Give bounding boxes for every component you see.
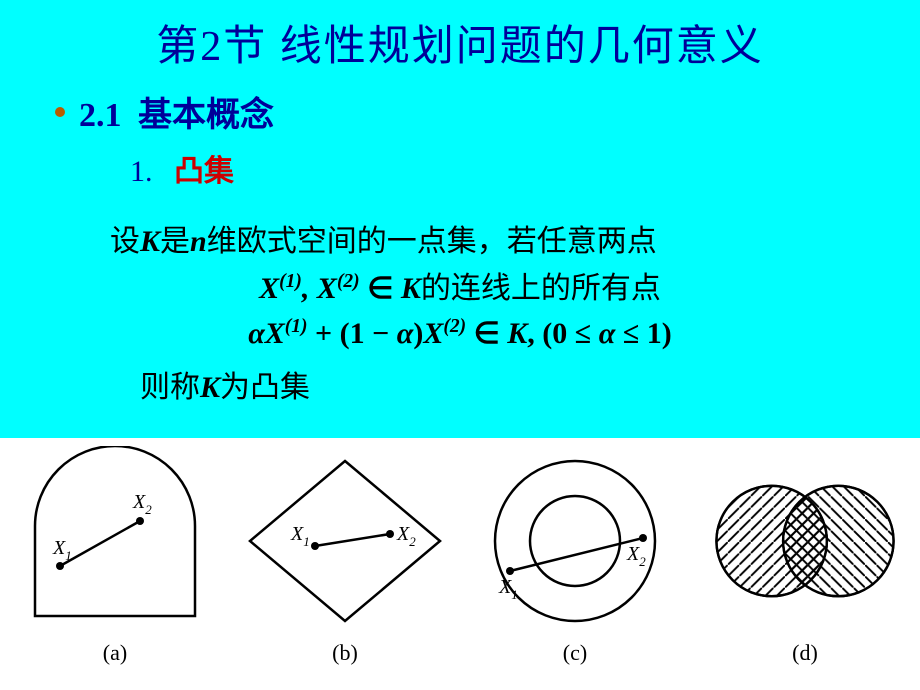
subsection-row: 1. 凸集 <box>130 146 920 190</box>
point-b-x2 <box>386 530 394 538</box>
figure-b: X1 X2 (b) <box>235 446 455 686</box>
math-line1: X(1), X(2) ∈ K的连线上的所有点 <box>0 266 920 311</box>
point-c-x2 <box>639 534 647 542</box>
subsection-label: 凸集 <box>174 155 234 188</box>
figure-c: X1 X2 (c) <box>465 446 685 686</box>
shape-a <box>35 446 195 616</box>
figure-d: (d) <box>695 446 915 686</box>
bullet-icon <box>55 107 65 117</box>
concl-pre: 则称 <box>140 371 200 404</box>
definition-conclusion: 则称K为凸集 <box>140 362 920 406</box>
section-row: 2.1 基本概念 <box>55 87 920 136</box>
label-b-x1: X1 <box>290 523 310 549</box>
point-c-x1 <box>506 567 514 575</box>
section-heading: 2.1 基本概念 <box>79 87 274 136</box>
math-block: X(1), X(2) ∈ K的连线上的所有点 αX(1) + (1 − α)X(… <box>0 266 920 356</box>
point-a-x2 <box>136 517 144 525</box>
slide-title: 第2节 线性规划问题的几何意义 <box>0 0 920 73</box>
section-label: 基本概念 <box>138 97 274 134</box>
definition-line1: 设K是n维欧式空间的一点集，若任意两点 <box>110 216 920 260</box>
label-c-x1: X1 <box>498 576 518 602</box>
label-c-x2: X2 <box>626 543 646 569</box>
concl-post: 为凸集 <box>220 371 310 404</box>
figure-c-label: (c) <box>563 640 587 666</box>
def-n: n <box>190 225 207 258</box>
figure-d-svg <box>705 446 905 636</box>
def-rest: 维欧式空间的一点集，若任意两点 <box>207 225 657 258</box>
figure-a-label: (a) <box>103 640 127 666</box>
def-mid1: 是 <box>160 225 190 258</box>
figure-a: X1 X2 (a) <box>5 446 225 686</box>
figure-b-label: (b) <box>332 640 358 666</box>
segment-a <box>60 521 140 566</box>
point-b-x1 <box>311 542 319 550</box>
figure-strip: X1 X2 (a) X1 X2 (b) X1 X2 (c) <box>0 438 920 690</box>
segment-b <box>315 534 390 546</box>
figure-a-svg: X1 X2 <box>15 446 215 636</box>
concl-K: K <box>200 371 220 404</box>
figure-d-label: (d) <box>792 640 818 666</box>
math-line2: αX(1) + (1 − α)X(2) ∈ K, (0 ≤ α ≤ 1) <box>0 311 920 356</box>
section-num: 2.1 <box>79 97 122 134</box>
figure-c-svg: X1 X2 <box>475 446 675 636</box>
def-K: K <box>140 225 160 258</box>
figure-b-svg: X1 X2 <box>245 446 445 636</box>
def-pre: 设 <box>110 225 140 258</box>
label-b-x2: X2 <box>396 523 416 549</box>
inner-circle-c <box>530 496 620 586</box>
point-a-x1 <box>56 562 64 570</box>
label-a-x1: X1 <box>52 537 72 563</box>
subsection-num: 1. <box>130 155 153 188</box>
label-a-x2: X2 <box>132 491 152 517</box>
